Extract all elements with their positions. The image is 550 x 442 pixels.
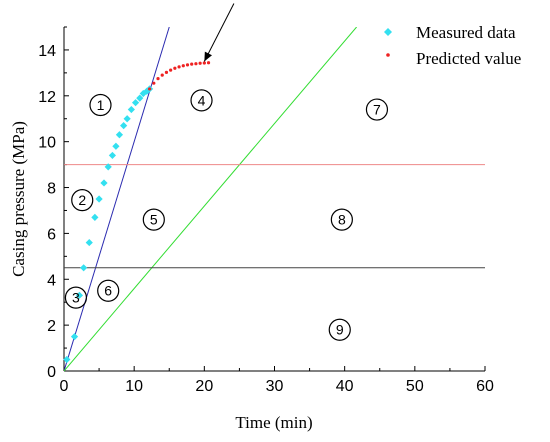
region-circle [89,93,112,117]
y-tick-label: 4 [47,272,56,289]
region-circle [330,208,353,231]
measured-point [131,99,140,107]
predicted-point [160,73,164,77]
annotation-arrow-head [204,51,212,62]
x-tick-label: 50 [406,378,424,395]
region-label: 9 [336,322,344,338]
measured-point [123,115,131,123]
measured-point [136,94,144,102]
region-label: 3 [72,290,80,306]
reference-line [64,27,357,372]
measured-point [75,291,84,299]
region-circle [328,318,351,341]
predicted-point [152,81,156,85]
legend-label-measured: Measured data [416,23,516,42]
region-label: 5 [150,212,158,228]
legend: Measured data Predicted value [384,23,521,68]
predicted-point [181,64,185,68]
predicted-point [164,70,169,75]
region-label: 2 [78,192,86,208]
region-circle [190,89,213,112]
measured-point [115,131,124,139]
region-label: 6 [104,283,112,299]
measured-point [63,355,71,364]
legend-label-predicted: Predicted value [416,49,521,68]
region-circle [64,286,88,309]
y-tick-label: 2 [47,318,56,335]
predicted-point [169,68,173,72]
predicted-point [177,65,181,69]
predicted-point [198,61,202,65]
y-tick-label: 0 [47,364,56,381]
measured-point [95,195,103,203]
predicted-point [202,61,206,65]
region-circle [71,189,94,212]
region-circle [365,98,389,121]
predicted-point [185,63,190,67]
x-tick-label: 60 [476,378,494,395]
reference-line [64,27,170,372]
measured-point [100,179,108,187]
legend-entry-predicted: Predicted value [386,49,521,68]
predicted-point [190,62,194,66]
legend-marker-predicted [386,53,390,57]
predicted-point [194,62,198,66]
measured-point [104,163,112,171]
measured-point [91,213,99,221]
x-tick-label: 20 [195,378,213,395]
measured-point [127,105,135,114]
x-tick-label: 40 [336,378,354,395]
predicted-point [173,66,177,70]
region-circle [97,279,120,302]
annotation-arrow-line [203,3,235,62]
y-tick-label: 14 [38,43,56,60]
measured-point [70,333,79,341]
legend-marker-measured [384,28,392,36]
y-axis-label: Casing pressure (MPa) [9,121,28,277]
x-axis-label: Time (min) [235,413,312,432]
region-circle [142,208,165,231]
y-tick-label: 8 [47,181,56,198]
y-tick-label: 10 [38,135,56,152]
region-label: 1 [97,97,105,113]
measured-point [108,151,117,160]
y-tick-label: 12 [38,89,56,106]
region-label: 7 [373,102,381,118]
y-tick-label: 6 [47,226,56,243]
predicted-point [156,77,160,81]
legend-entry-measured: Measured data [384,23,516,42]
x-tick-label: 10 [125,378,143,395]
measured-point [120,122,128,130]
measured-point [139,89,147,98]
measured-point [80,264,88,272]
region-label: 8 [338,212,346,228]
measured-point [112,142,120,150]
predicted-point [206,61,211,65]
measured-point [85,238,93,247]
x-tick-label: 30 [266,378,284,395]
x-tick-label: 0 [60,378,69,395]
predicted-point [148,87,152,91]
measured-point [143,87,151,95]
region-label: 4 [198,92,206,108]
